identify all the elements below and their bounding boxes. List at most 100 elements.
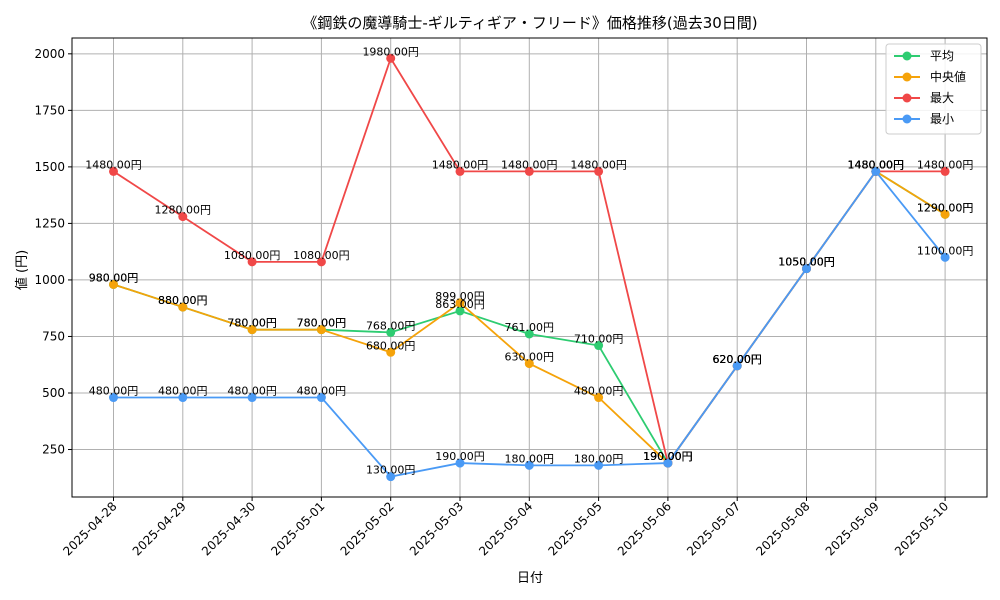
data-label: 780.00円 [297,317,347,330]
data-label: 1480.00円 [501,158,558,171]
x-tick-label: 2025-05-04 [476,499,535,558]
data-label: 1480.00円 [570,158,627,171]
data-point [386,347,396,357]
data-point [178,393,188,403]
x-tick-label: 2025-05-08 [753,499,812,558]
data-point [386,472,396,482]
data-label: 780.00円 [227,317,277,330]
data-label: 1050.00円 [778,256,835,269]
data-point [178,212,188,222]
data-point [455,458,465,468]
data-point [316,393,326,403]
y-tick-label: 500 [42,386,65,400]
data-point [524,166,534,176]
data-label: 710.00円 [574,333,624,346]
data-point [386,327,396,337]
legend-label: 平均 [930,49,954,63]
data-point [247,393,257,403]
data-label: 1290.00円 [917,201,974,214]
data-label: 1480.00円 [848,158,905,171]
data-point [455,306,465,316]
data-label: 1480.00円 [848,158,905,171]
data-point [940,209,950,219]
data-label: 190.00円 [435,450,485,463]
data-label: 1050.00円 [778,256,835,269]
data-label: 880.00円 [158,294,208,307]
data-label: 780.00円 [297,317,347,330]
chart-title: 《鋼鉄の魔導騎士-ギルティギア・フリード》価格推移(過去30日間) [302,14,757,32]
data-point [455,166,465,176]
legend-label: 最大 [930,91,954,105]
data-label: 620.00円 [712,353,762,366]
data-label: 761.00円 [505,321,555,334]
data-point [940,252,950,262]
x-tick-label: 2025-04-30 [199,499,258,558]
data-point [247,257,257,267]
legend-box [885,43,982,135]
data-label: 1980.00円 [362,45,419,58]
data-point [940,166,950,176]
data-label: 480.00円 [574,385,624,398]
data-point [663,458,673,468]
legend-label: 中央値 [930,69,966,84]
data-label: 1050.00円 [778,256,835,269]
data-point [732,361,742,371]
data-point [802,264,811,274]
data-label: 130.00円 [366,464,416,477]
data-label: 180.00円 [574,452,624,465]
x-tick-label: 2025-04-29 [130,499,189,558]
data-label: 1280.00円 [155,204,212,217]
data-label: 480.00円 [227,385,277,398]
x-tick-label: 2025-05-02 [338,499,397,558]
data-label: 680.00円 [366,339,416,352]
y-axis-title: 値 (円) [14,250,30,290]
data-label: 980.00円 [89,271,139,284]
data-label: 180.00円 [505,452,555,465]
data-label: 880.00円 [158,294,208,307]
data-label: 190.00円 [643,450,693,463]
data-point [594,166,604,176]
legend-marker [902,114,912,124]
data-point [386,53,396,63]
data-label: 620.00円 [712,353,762,366]
data-label: 780.00円 [227,317,277,330]
data-point [524,460,534,470]
data-label: 1480.00円 [848,158,905,171]
y-tick-label: 750 [42,329,65,343]
data-label: 190.00円 [643,450,693,463]
x-tick-label: 2025-05-06 [615,499,674,558]
data-point [316,325,326,335]
y-tick-label: 1750 [34,103,65,117]
data-point [524,359,534,369]
data-point [594,341,604,351]
data-point [109,166,118,176]
x-tick-label: 2025-05-07 [684,499,743,558]
data-label: 1480.00円 [432,158,489,171]
legend-marker [902,93,912,103]
data-label: 480.00円 [158,385,208,398]
data-labels: 980.00円 880.00円 780.00円 780.00円 768.00円 863.0… [85,45,973,476]
data-point [178,302,188,312]
x-tick-label: 2025-05-10 [892,499,951,558]
series-lines [109,53,950,482]
data-point [524,329,534,339]
y-tick-label: 1250 [34,216,65,230]
data-label: 980.00円 [89,271,139,284]
data-point [871,166,881,176]
legend-marker [902,51,912,61]
y-tick-label: 1000 [34,273,65,287]
data-point [594,393,604,403]
data-label: 190.00円 [643,450,693,463]
data-label: 1480.00円 [917,158,974,171]
y-tick-label: 250 [42,443,65,457]
data-label: 1050.00円 [778,256,835,269]
data-point [316,257,326,267]
grid [72,38,987,497]
data-label: 1100.00円 [917,244,974,257]
data-label: 1290.00円 [917,201,974,214]
data-label: 620.00円 [712,353,762,366]
x-tick-label: 2025-05-05 [546,499,605,558]
